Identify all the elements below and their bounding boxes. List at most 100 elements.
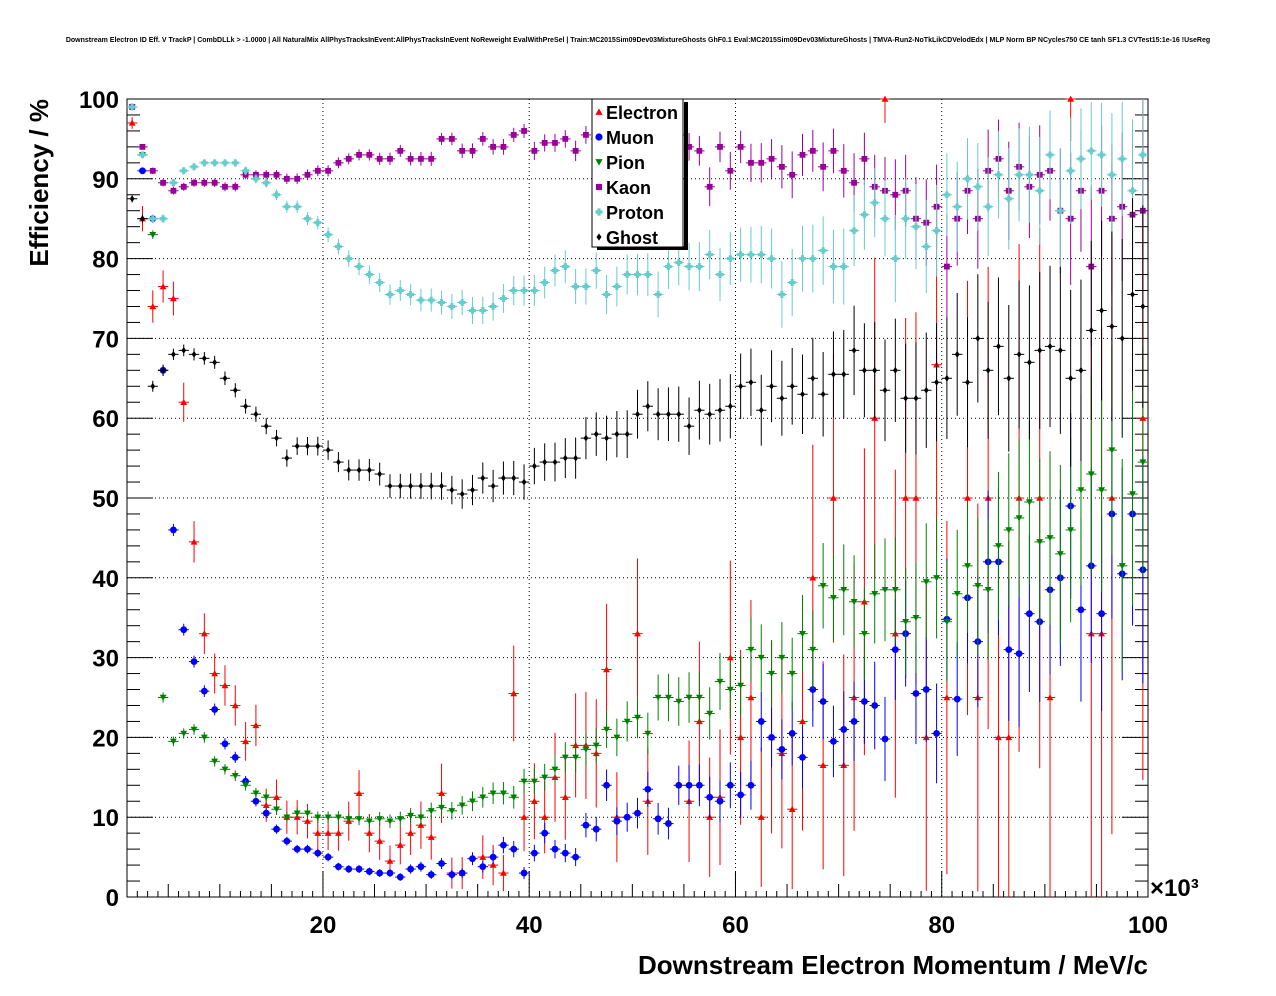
data-point-ghost (1130, 291, 1135, 298)
data-point-muon (304, 845, 311, 853)
data-point-proton (427, 296, 435, 304)
data-point-kaon (778, 163, 785, 170)
data-point-pion (180, 730, 188, 737)
data-point-kaon (531, 147, 538, 154)
data-point-electron (200, 630, 208, 637)
data-point-pion (355, 816, 363, 823)
data-point-ghost (851, 346, 857, 354)
data-point-muon (510, 845, 518, 853)
x-tick-label: 100 (1128, 912, 1168, 939)
data-point-proton (469, 307, 476, 314)
data-point-muon (881, 735, 889, 743)
data-point-kaon (799, 151, 806, 158)
data-point-ghost (222, 374, 228, 382)
data-point-electron (830, 494, 837, 501)
data-point-pion (695, 694, 703, 701)
data-point-pion (427, 808, 435, 815)
data-point-proton (695, 263, 703, 270)
data-point-muon (324, 853, 332, 861)
y-tick-label: 30 (92, 646, 119, 673)
data-point-electron (355, 789, 363, 796)
data-point-ghost (171, 350, 176, 358)
data-point-ghost (707, 410, 713, 418)
data-point-muon (438, 860, 445, 867)
data-point-muon (520, 869, 528, 877)
data-point-ghost (552, 458, 558, 466)
legend-marker-electron (595, 108, 603, 115)
data-point-ghost (996, 342, 1001, 350)
data-point-electron (159, 283, 167, 290)
legend-marker-proton (595, 208, 603, 216)
y-tick-label: 90 (92, 167, 119, 194)
data-point-proton (479, 307, 487, 314)
data-point-ghost (820, 390, 826, 398)
legend-marker-muon (595, 133, 603, 141)
data-point-proton (768, 255, 775, 262)
data-point-ghost (387, 482, 393, 490)
data-point-ghost (779, 394, 785, 402)
data-point-pion (1139, 459, 1147, 466)
data-point-pion (922, 579, 930, 586)
data-point-ghost (892, 366, 898, 374)
data-point-muon (335, 863, 342, 871)
data-point-muon (819, 698, 827, 705)
data-point-muon (1025, 610, 1033, 618)
data-point-electron (500, 869, 507, 876)
data-point-electron (242, 737, 250, 745)
data-point-ghost (913, 394, 919, 402)
data-point-pion (592, 742, 600, 749)
legend-label-pion: Pion (606, 153, 645, 173)
data-point-proton (211, 159, 219, 167)
data-point-electron (726, 654, 734, 661)
data-point-muon (427, 871, 435, 879)
data-point-pion (953, 591, 961, 598)
data-point-electron (964, 494, 971, 501)
data-point-proton (747, 251, 755, 259)
data-point-muon (479, 863, 487, 871)
data-point-ghost (212, 358, 218, 366)
data-point-ghost (593, 430, 599, 438)
data-point-pion (396, 816, 404, 823)
data-point-pion (747, 646, 755, 654)
data-point-ghost (232, 386, 238, 394)
data-point-electron (520, 813, 528, 820)
y-tick-label: 80 (92, 247, 119, 274)
data-point-ghost (727, 402, 733, 410)
data-point-muon (768, 734, 775, 741)
data-point-pion (871, 591, 879, 598)
data-point-ghost (511, 474, 517, 482)
data-point-electron (386, 857, 394, 864)
data-point-proton (685, 263, 693, 270)
data-point-kaon (232, 183, 239, 190)
data-point-ghost (944, 374, 950, 382)
data-point-pion (726, 686, 734, 693)
data-point-pion (943, 618, 951, 626)
data-point-electron (273, 793, 280, 800)
series-ghost (127, 195, 1148, 509)
y-tick-label: 70 (92, 326, 119, 353)
data-point-electron (376, 837, 384, 844)
data-point-pion (324, 814, 332, 821)
data-point-kaon (572, 147, 579, 154)
data-point-pion (665, 694, 672, 701)
data-point-kaon (552, 140, 558, 146)
data-point-muon (922, 686, 930, 693)
data-point-kaon (191, 179, 197, 186)
data-point-ghost (397, 482, 403, 490)
data-point-pion (252, 790, 260, 797)
data-point-ghost (1140, 303, 1146, 310)
data-point-pion (530, 778, 538, 785)
y-tick-label: 50 (92, 486, 119, 513)
data-point-pion (891, 587, 899, 594)
data-point-proton (840, 263, 848, 270)
data-point-proton (190, 163, 198, 171)
data-point-kaon (737, 143, 744, 150)
data-point-kaon (717, 143, 723, 150)
data-point-kaon (944, 263, 950, 270)
data-point-kaon (263, 171, 270, 178)
data-point-kaon (861, 155, 868, 162)
data-point-electron (530, 797, 538, 804)
data-point-proton (314, 219, 322, 227)
data-point-muon (180, 626, 188, 634)
